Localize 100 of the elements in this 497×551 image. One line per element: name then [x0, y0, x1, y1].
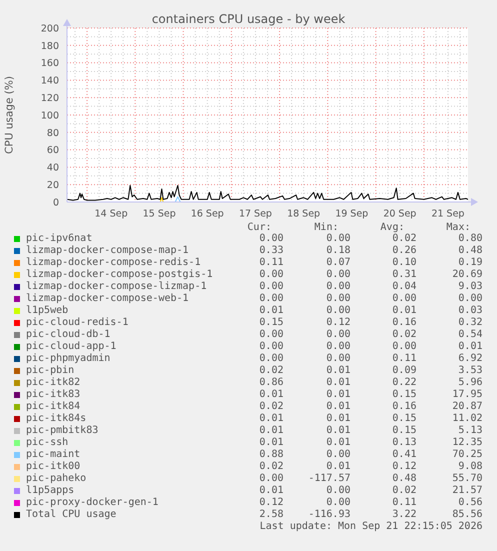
text: 0.12	[326, 317, 350, 328]
legend-label: l1p5web	[26, 305, 68, 316]
text: 0.16	[392, 317, 416, 328]
y-tick-label: 20	[46, 180, 59, 191]
text: 0.02	[259, 401, 284, 412]
text: 0.18	[326, 245, 350, 256]
text: Max:	[446, 222, 470, 233]
text: 9.08	[458, 461, 482, 472]
legend-label: pic-pbin	[26, 365, 74, 376]
text: 0.00	[259, 269, 284, 280]
text: 0.02	[259, 461, 284, 472]
text: 20.69	[452, 269, 482, 280]
text: 0.02	[392, 329, 416, 340]
text: 0.02	[259, 365, 284, 376]
legend-label: pic-ipv6nat	[26, 233, 92, 244]
text: 0.88	[259, 449, 284, 460]
chart-title: containers CPU usage - by week	[152, 12, 346, 26]
text: 5.96	[458, 377, 482, 388]
text: 0.01	[458, 341, 482, 352]
text: 0.19	[458, 257, 482, 268]
text: 0.09	[392, 365, 416, 376]
y-tick-label: 60	[46, 145, 59, 156]
text: 70.25	[452, 449, 482, 460]
text: 3.53	[458, 365, 482, 376]
legend-label: pic-ssh	[26, 437, 68, 448]
legend-label: pic-itk84	[26, 401, 80, 412]
x-tick-label: 18 Sep	[287, 208, 320, 220]
text: 0.01	[326, 377, 350, 388]
text: 0.15	[259, 317, 284, 328]
x-tick-label: 19 Sep	[335, 208, 368, 220]
y-tick-label: 120	[40, 92, 59, 104]
text: 85.56	[452, 509, 482, 520]
legend-label: lizmap-docker-compose-postgis-1	[26, 269, 213, 280]
text: 0.56	[458, 497, 482, 508]
legend-label: pic-cloud-app-1	[26, 341, 116, 352]
text: 6.92	[458, 353, 482, 364]
text: 0.00	[326, 269, 350, 280]
text: Min:	[314, 222, 338, 233]
text: 9.03	[458, 281, 482, 292]
text: 0.48	[392, 473, 416, 484]
legend-label: pic-paheko	[26, 473, 86, 484]
text: 0.11	[392, 497, 416, 508]
legend-label: lizmap-docker-compose-web-1	[26, 293, 189, 304]
legend-label: pic-proxy-docker-gen-1	[26, 497, 158, 508]
text: 0.01	[392, 305, 416, 316]
y-tick-label: 200	[40, 23, 59, 34]
text: 0.41	[392, 449, 416, 460]
text: 0.04	[392, 281, 416, 292]
y-axis-title: CPU usage (%)	[4, 76, 16, 154]
text: 0.31	[392, 269, 416, 280]
y-tick-label: 40	[46, 162, 59, 174]
text: 0.00	[259, 473, 284, 484]
legend-label: pic-itk84s	[26, 413, 86, 424]
text: 0.11	[392, 353, 416, 364]
x-tick-label: 15 Sep	[142, 208, 176, 220]
text: Avg:	[380, 222, 404, 233]
text: 17.95	[452, 389, 482, 400]
y-tick-label: 80	[46, 128, 59, 139]
legend-label: Total CPU usage	[26, 509, 116, 520]
text: 0.00	[259, 353, 284, 364]
text: 0.01	[326, 365, 350, 376]
text: 0.80	[458, 233, 482, 244]
text: 55.70	[452, 473, 482, 484]
text: 0.00	[326, 281, 350, 292]
text: 0.00	[392, 293, 416, 304]
text: -117.57	[308, 473, 350, 484]
text: 0.00	[326, 293, 350, 304]
legend-label: pic-itk83	[26, 389, 80, 400]
text: 0.01	[259, 389, 284, 400]
text: -116.93	[308, 509, 350, 520]
text: 0.32	[458, 317, 482, 328]
x-tick-label: 20 Sep	[383, 208, 416, 220]
text: 0.01	[326, 461, 350, 472]
text: 0.07	[326, 257, 350, 268]
y-tick-label: 140	[40, 76, 59, 87]
text: 0.10	[392, 257, 416, 268]
text: 0.01	[326, 425, 350, 436]
legend-label: lizmap-docker-compose-redis-1	[26, 257, 201, 268]
legend-label: pic-cloud-redis-1	[26, 317, 128, 328]
text: 20.87	[452, 401, 482, 412]
x-tick-label: 21 Sep	[431, 208, 464, 220]
text: 0.03	[458, 305, 482, 316]
text: 0.54	[458, 329, 482, 340]
text: 0.00	[326, 497, 350, 508]
legend-label: lizmap-docker-compose-lizmap-1	[26, 281, 207, 292]
legend-label: pic-cloud-db-1	[26, 329, 110, 340]
text: 0.01	[259, 437, 284, 448]
x-tick-label: 17 Sep	[238, 208, 272, 220]
text: 0.01	[326, 413, 350, 424]
text: 0.01	[259, 305, 284, 316]
legend-label: pic-phpmyadmin	[26, 353, 110, 364]
legend-label: l1p5apps	[26, 485, 74, 496]
text: 0.01	[326, 437, 350, 448]
y-tick-label: 0	[52, 197, 59, 208]
text: 0.00	[259, 341, 284, 352]
text: 0.15	[392, 389, 416, 400]
text: 0.00	[326, 341, 350, 352]
text: 21.57	[452, 485, 482, 496]
x-tick-label: 16 Sep	[190, 208, 224, 220]
text: 0.00	[326, 233, 350, 244]
